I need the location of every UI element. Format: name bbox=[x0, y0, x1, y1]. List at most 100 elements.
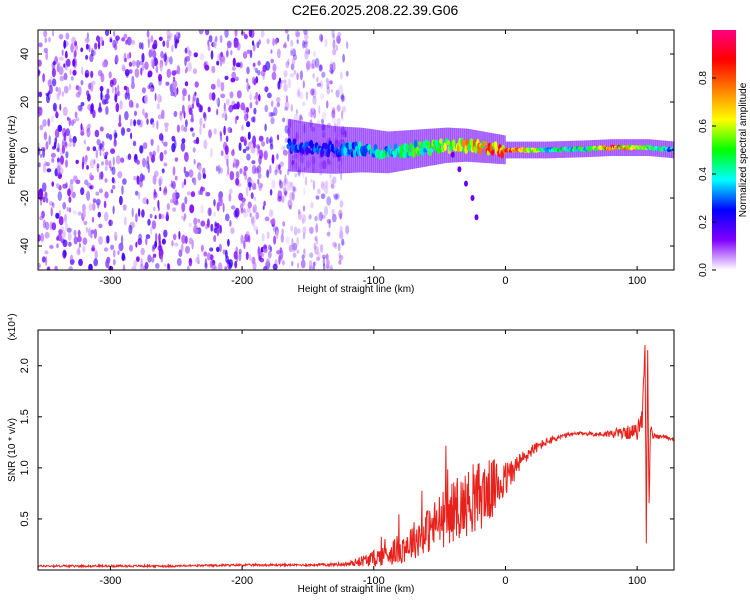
noise-blob bbox=[43, 30, 48, 38]
noise-blob bbox=[68, 133, 72, 142]
noise-blob bbox=[90, 49, 96, 57]
noise-blob bbox=[188, 222, 192, 228]
noise-blob bbox=[101, 99, 107, 105]
noise-blob bbox=[182, 95, 185, 101]
snr-background bbox=[38, 330, 674, 570]
noise-blob bbox=[133, 119, 137, 127]
signal-blob bbox=[483, 141, 488, 146]
noise-blob bbox=[63, 85, 69, 94]
noise-blob bbox=[98, 223, 103, 229]
noise-blob bbox=[80, 47, 84, 53]
noise-blob bbox=[159, 151, 164, 162]
noise-blob bbox=[93, 228, 98, 239]
noise-blob bbox=[296, 249, 300, 254]
signal-blob bbox=[439, 138, 443, 144]
noise-blob bbox=[268, 111, 274, 118]
noise-blob bbox=[299, 116, 304, 121]
noise-blob bbox=[228, 104, 234, 113]
noise-blob bbox=[283, 187, 287, 198]
noise-blob bbox=[184, 196, 188, 205]
noise-blob bbox=[144, 94, 149, 105]
noise-blob bbox=[258, 182, 261, 187]
noise-blob bbox=[229, 91, 234, 99]
noise-blob bbox=[187, 62, 193, 72]
noise-blob bbox=[80, 187, 85, 196]
noise-blob bbox=[239, 168, 243, 175]
noise-blob bbox=[332, 39, 336, 50]
noise-blob bbox=[73, 229, 77, 237]
noise-blob bbox=[197, 253, 200, 262]
noise-blob bbox=[312, 73, 316, 79]
noise-blob bbox=[260, 252, 265, 258]
noise-blob bbox=[135, 102, 139, 109]
noise-blob bbox=[57, 61, 61, 69]
noise-blob bbox=[249, 254, 252, 262]
noise-blob bbox=[279, 169, 282, 175]
noise-blob bbox=[319, 64, 323, 71]
noise-blob bbox=[253, 196, 257, 201]
noise-blob bbox=[38, 146, 41, 156]
noise-blob bbox=[247, 182, 253, 188]
noise-blob bbox=[121, 252, 126, 261]
noise-blob bbox=[303, 186, 306, 196]
noise-blob bbox=[175, 31, 180, 38]
noise-blob bbox=[49, 84, 53, 94]
signal-blob bbox=[429, 148, 434, 153]
noise-blob bbox=[290, 225, 294, 232]
noise-blob bbox=[251, 216, 255, 224]
noise-blob bbox=[199, 125, 202, 135]
signal-blob bbox=[305, 146, 309, 156]
noise-blob bbox=[75, 159, 79, 164]
noise-blob bbox=[199, 53, 205, 61]
noise-blob bbox=[83, 220, 88, 226]
noise-blob bbox=[103, 247, 109, 252]
noise-blob bbox=[99, 126, 104, 132]
noise-blob bbox=[72, 138, 76, 148]
noise-blob bbox=[314, 215, 318, 222]
noise-blob bbox=[226, 40, 232, 49]
noise-blob bbox=[246, 153, 251, 161]
spectrogram-x-axis-label: Height of straight line (km) bbox=[298, 284, 415, 295]
noise-blob bbox=[287, 199, 293, 208]
noise-blob bbox=[236, 90, 242, 99]
noise-blob bbox=[341, 93, 345, 103]
noise-blob bbox=[112, 205, 115, 215]
noise-blob bbox=[173, 110, 178, 118]
noise-blob bbox=[48, 36, 51, 43]
noise-blob bbox=[331, 30, 335, 39]
colorbar-tick-label: 0.8 bbox=[698, 71, 709, 85]
noise-blob bbox=[243, 210, 248, 218]
noise-blob bbox=[181, 202, 186, 213]
colorbar-ticks: 0.0 0.2 0.4 0.6 0.8 bbox=[698, 71, 716, 277]
x-tick-label: 0 bbox=[502, 275, 508, 287]
noise-blob bbox=[275, 97, 281, 103]
noise-blob bbox=[158, 73, 162, 82]
snr-y-scale-label: (x10⁴) bbox=[7, 313, 18, 340]
noise-blob bbox=[245, 146, 250, 151]
noise-blob bbox=[56, 147, 60, 152]
noise-blob bbox=[91, 47, 94, 57]
noise-blob bbox=[340, 95, 344, 100]
noise-blob bbox=[97, 211, 102, 218]
noise-blob bbox=[187, 94, 191, 102]
y-tick-label: 2.0 bbox=[19, 358, 31, 373]
noise-blob bbox=[272, 263, 278, 270]
x-tick-label: -200 bbox=[231, 575, 253, 587]
noise-blob bbox=[311, 59, 317, 69]
noise-blob bbox=[151, 256, 155, 263]
noise-blob bbox=[257, 247, 261, 257]
noise-blob bbox=[131, 39, 135, 45]
noise-blob bbox=[181, 138, 186, 144]
noise-blob bbox=[280, 233, 284, 243]
noise-blob bbox=[117, 250, 120, 256]
noise-blob bbox=[114, 231, 118, 241]
noise-blob bbox=[337, 242, 341, 252]
noise-blob bbox=[141, 87, 146, 94]
noise-blob bbox=[106, 235, 110, 244]
noise-blob bbox=[88, 82, 92, 90]
noise-blob bbox=[113, 249, 116, 258]
noise-blob bbox=[292, 252, 297, 258]
noise-blob bbox=[295, 31, 301, 38]
noise-blob bbox=[149, 151, 152, 160]
noise-blob bbox=[296, 39, 299, 44]
